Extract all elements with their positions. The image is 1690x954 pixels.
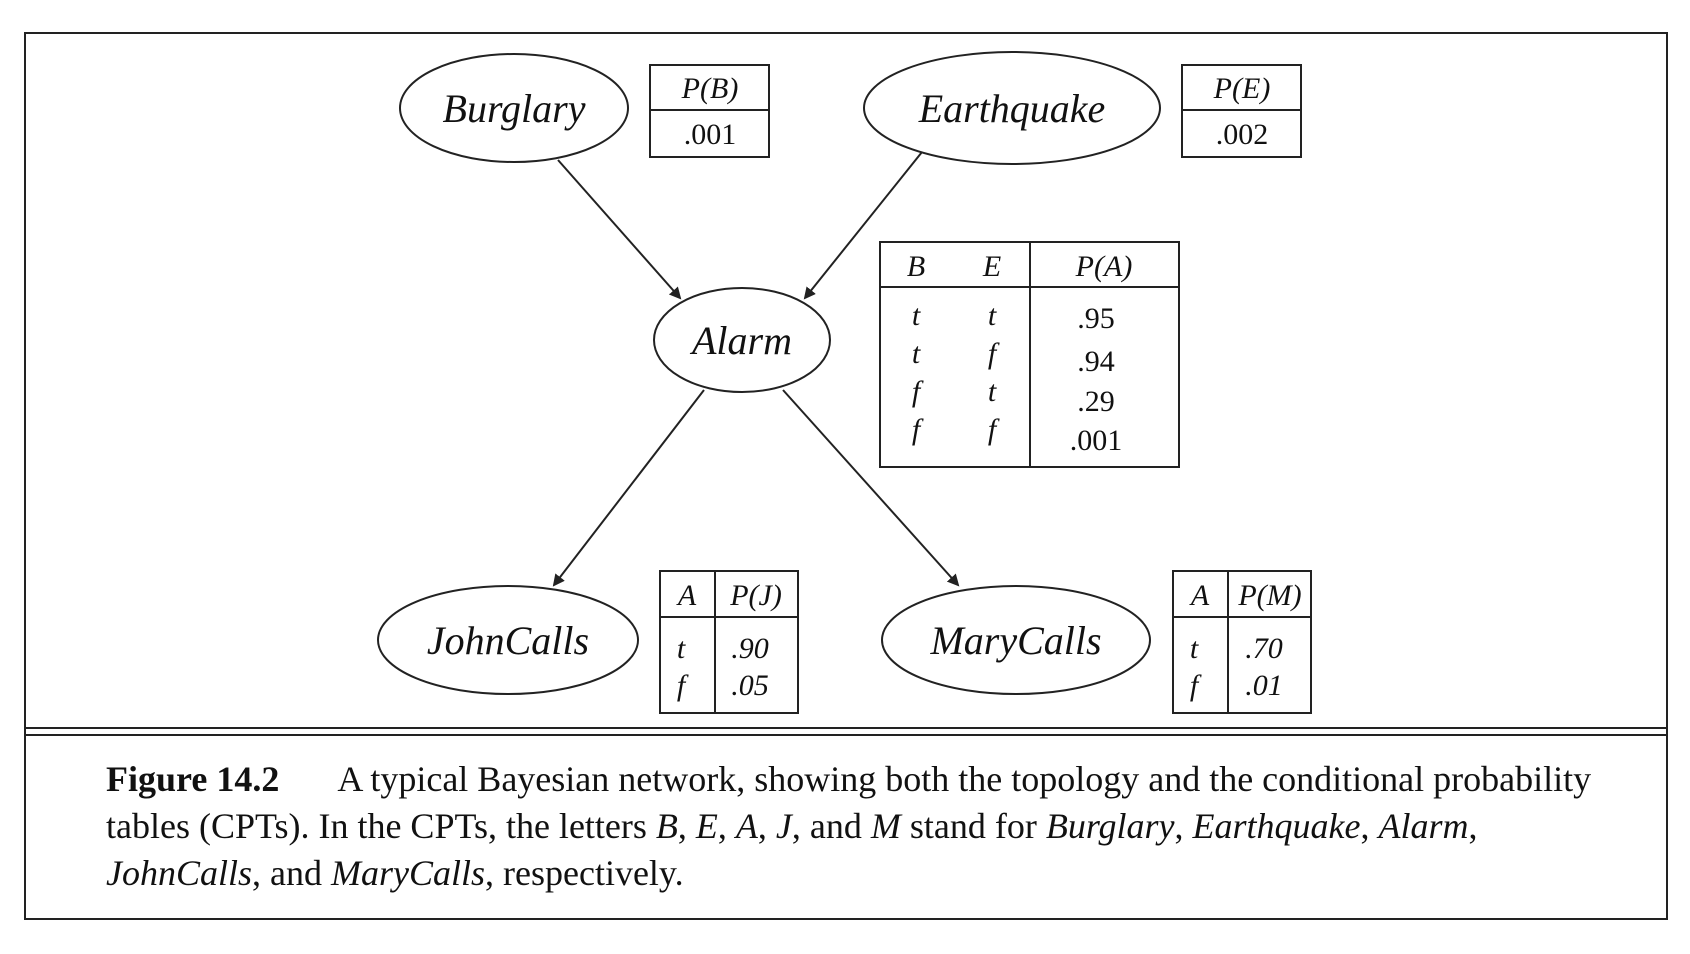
caption-letter-j: J xyxy=(775,806,792,846)
edge-earthquake-alarm xyxy=(803,151,923,300)
node-earthquake-ellipse xyxy=(863,51,1161,165)
cpt-burglary-header: P(B) xyxy=(681,72,739,105)
caption-text: , respectively. xyxy=(485,853,684,893)
cpt-alarm-cell: f xyxy=(912,375,924,408)
cpt-marycalls-cell: .01 xyxy=(1245,669,1283,702)
cpt-alarm-cell: t xyxy=(912,337,921,370)
cpt-alarm-cell: t xyxy=(988,375,997,408)
node-alarm: Alarm xyxy=(653,287,831,393)
cpt-alarm-cell: .001 xyxy=(1070,424,1123,457)
caption-sep: , and xyxy=(791,806,871,846)
caption-name-earthquake: Earthquake xyxy=(1192,806,1361,846)
caption-sep: , xyxy=(717,806,736,846)
cpt-earthquake-header: P(E) xyxy=(1213,72,1271,105)
caption-letter-a: A xyxy=(735,806,758,846)
cpt-johncalls-cell: .90 xyxy=(731,632,769,665)
node-burglary-label: Burglary xyxy=(443,86,586,131)
cpt-burglary: P(B) .001 xyxy=(649,64,770,158)
cpt-alarm-cell: f xyxy=(988,413,1000,446)
cpt-alarm-cell: f xyxy=(912,413,924,446)
caption-letter-e: E xyxy=(695,806,718,846)
node-earthquake-label: Earthquake xyxy=(918,86,1106,131)
caption-sep: , and xyxy=(252,853,331,893)
caption-name-alarm: Alarm xyxy=(1378,806,1469,846)
cpt-johncalls-cell: .05 xyxy=(731,669,769,702)
cpt-marycalls-header-a: A xyxy=(1189,579,1210,612)
caption-name-marycalls: MaryCalls xyxy=(331,853,486,893)
cpt-marycalls: A P(M) t .70 f .01 xyxy=(1172,570,1312,714)
cpt-alarm: B E P(A) t t .95 t f .94 f t .29 f f .00… xyxy=(879,241,1180,468)
node-johncalls-ellipse xyxy=(377,585,639,695)
edge-burglary-alarm xyxy=(557,159,682,300)
cpt-alarm-header-b: B xyxy=(907,250,925,283)
cpt-burglary-value: .001 xyxy=(684,118,737,151)
cpt-alarm-cell: .95 xyxy=(1077,302,1115,335)
cpt-johncalls: A P(J) t .90 f .05 xyxy=(659,570,799,714)
edge-alarm-marycalls xyxy=(782,389,960,587)
caption-sep: , xyxy=(1174,806,1193,846)
caption-text: stand for xyxy=(900,806,1046,846)
node-marycalls-ellipse xyxy=(881,585,1151,695)
caption-sep: , xyxy=(757,806,776,846)
caption-text: A typical Bayesian network, showing both… xyxy=(106,759,1592,846)
node-alarm-ellipse xyxy=(653,287,831,393)
caption-letter-b: B xyxy=(655,806,678,846)
caption-sep: , xyxy=(677,806,696,846)
figure-caption: Figure 14.2 A typical Bayesian network, s… xyxy=(106,756,1626,897)
cpt-marycalls-cell: t xyxy=(1190,632,1199,665)
cpt-alarm-cell: t xyxy=(988,299,997,332)
caption-sep: , xyxy=(1360,806,1379,846)
cpt-earthquake-value: .002 xyxy=(1216,118,1269,151)
node-marycalls-label: MaryCalls xyxy=(929,618,1101,663)
cpt-johncalls-header-a: A xyxy=(676,579,697,612)
cpt-johncalls-cell: t xyxy=(677,632,686,665)
node-johncalls-label: JohnCalls xyxy=(427,618,589,663)
node-marycalls: MaryCalls xyxy=(881,585,1151,695)
cpt-alarm-cell: f xyxy=(988,337,1000,370)
cpt-alarm-cell: .29 xyxy=(1077,385,1115,418)
cpt-johncalls-header-pj: P(J) xyxy=(729,579,782,612)
cpt-marycalls-cell: f xyxy=(1190,669,1202,702)
caption-sep: , xyxy=(1468,806,1478,846)
cpt-earthquake: P(E) .002 xyxy=(1181,64,1302,158)
node-alarm-label: Alarm xyxy=(689,318,792,363)
caption-name-johncalls: JohnCalls xyxy=(106,853,253,893)
caption-letter-m: M xyxy=(870,806,901,846)
node-burglary: Burglary xyxy=(399,53,629,163)
cpt-alarm-header-e: E xyxy=(982,250,1001,283)
cpt-marycalls-header-pm: P(M) xyxy=(1237,579,1301,612)
caption-name-burglary: Burglary xyxy=(1045,806,1175,846)
cpt-johncalls-cell: f xyxy=(677,669,689,702)
cpt-alarm-header-pa: P(A) xyxy=(1075,250,1133,283)
node-johncalls: JohnCalls xyxy=(377,585,639,695)
node-burglary-ellipse xyxy=(399,53,629,163)
cpt-alarm-cell: t xyxy=(912,299,921,332)
cpt-alarm-cell: .94 xyxy=(1077,345,1115,378)
figure-number: Figure 14.2 xyxy=(106,759,280,799)
edge-alarm-johncalls xyxy=(552,389,705,587)
node-earthquake: Earthquake xyxy=(863,51,1161,165)
figure-frame xyxy=(24,32,1668,920)
cpt-marycalls-cell: .70 xyxy=(1245,632,1283,665)
